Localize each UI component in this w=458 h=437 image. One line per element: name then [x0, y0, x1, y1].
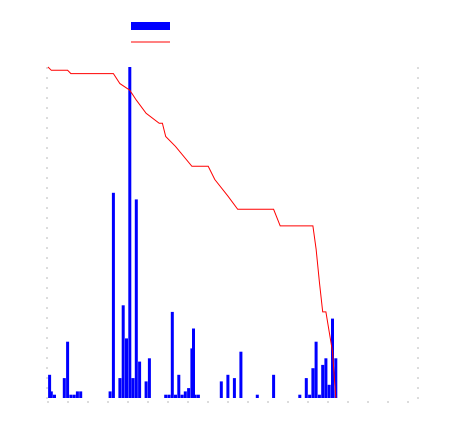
- bar: [272, 374, 276, 398]
- bar-series: [48, 67, 338, 398]
- bar: [134, 199, 138, 398]
- bar: [192, 328, 195, 398]
- axes: [46, 67, 419, 403]
- legend: [131, 22, 170, 43]
- line-path: [47, 66, 337, 399]
- bar: [138, 361, 142, 398]
- bar: [49, 391, 53, 398]
- bar: [311, 368, 315, 398]
- bar: [196, 394, 200, 398]
- bar: [121, 305, 125, 398]
- bar: [131, 378, 135, 398]
- bar: [118, 378, 122, 398]
- bar: [308, 394, 312, 398]
- bar: [232, 378, 236, 398]
- bar: [226, 374, 230, 398]
- bar: [75, 391, 79, 398]
- bar: [144, 381, 148, 398]
- bar: [255, 394, 259, 398]
- bar: [147, 358, 151, 398]
- bar: [174, 394, 177, 398]
- bar: [314, 341, 318, 398]
- bar: [108, 391, 112, 398]
- bar: [164, 394, 168, 398]
- bar: [193, 394, 197, 398]
- bar: [125, 338, 128, 398]
- bar: [317, 394, 321, 398]
- legend-bar-swatch: [131, 22, 170, 30]
- bar: [219, 381, 223, 398]
- bar: [304, 378, 308, 398]
- bar: [298, 394, 302, 398]
- bar: [48, 374, 52, 398]
- bar: [334, 358, 338, 398]
- bar: [167, 394, 171, 398]
- bar: [239, 351, 243, 398]
- bar: [111, 192, 115, 398]
- bar: [79, 391, 83, 398]
- bar: [324, 358, 328, 398]
- bar: [170, 311, 174, 398]
- bar: [321, 364, 325, 398]
- bar: [327, 384, 331, 398]
- bar: [128, 67, 132, 398]
- line-series: [47, 66, 337, 399]
- bar: [180, 394, 184, 398]
- bar: [72, 394, 76, 398]
- bar: [183, 391, 187, 398]
- bar: [69, 394, 73, 398]
- bar: [66, 341, 70, 398]
- bar: [177, 374, 181, 398]
- bar: [187, 388, 191, 398]
- bar: [53, 394, 56, 398]
- bar: [190, 348, 194, 398]
- bar: [62, 378, 66, 398]
